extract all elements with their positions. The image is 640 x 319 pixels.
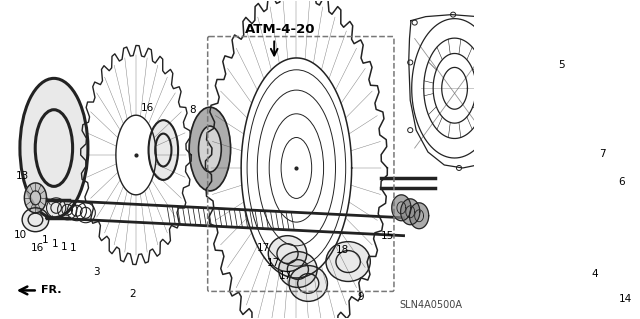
Text: 16: 16 (31, 243, 44, 253)
Text: 1: 1 (61, 241, 68, 252)
Text: 1: 1 (42, 235, 49, 245)
Text: 8: 8 (189, 105, 196, 115)
Ellipse shape (579, 156, 605, 180)
Text: 14: 14 (619, 294, 632, 304)
Ellipse shape (289, 265, 328, 301)
Ellipse shape (326, 241, 371, 281)
Text: 6: 6 (618, 177, 625, 187)
Text: 2: 2 (129, 289, 136, 300)
Polygon shape (401, 199, 420, 225)
Ellipse shape (148, 120, 178, 180)
Ellipse shape (198, 126, 221, 172)
Text: 17: 17 (278, 271, 292, 281)
Ellipse shape (20, 78, 88, 218)
Text: SLN4A0500A: SLN4A0500A (399, 300, 463, 310)
Polygon shape (24, 183, 47, 213)
Ellipse shape (189, 107, 230, 191)
Text: 18: 18 (335, 245, 349, 255)
Text: 1: 1 (51, 239, 58, 249)
Ellipse shape (278, 252, 317, 287)
Text: 7: 7 (599, 149, 605, 159)
Text: 17: 17 (257, 243, 269, 253)
Text: 9: 9 (357, 293, 364, 302)
Text: 4: 4 (592, 269, 598, 278)
Text: ATM-4-20: ATM-4-20 (245, 23, 316, 36)
Ellipse shape (606, 269, 631, 290)
Text: 10: 10 (13, 230, 26, 240)
Text: 15: 15 (381, 231, 394, 241)
Text: 17: 17 (267, 257, 280, 268)
Polygon shape (410, 203, 429, 229)
Text: 1: 1 (70, 243, 76, 253)
Text: FR.: FR. (42, 286, 62, 295)
Ellipse shape (268, 236, 307, 271)
Text: 5: 5 (557, 60, 564, 70)
Text: 3: 3 (93, 266, 100, 277)
Ellipse shape (22, 208, 49, 232)
Text: 13: 13 (16, 171, 29, 181)
Polygon shape (392, 195, 411, 221)
Text: 16: 16 (140, 103, 154, 113)
